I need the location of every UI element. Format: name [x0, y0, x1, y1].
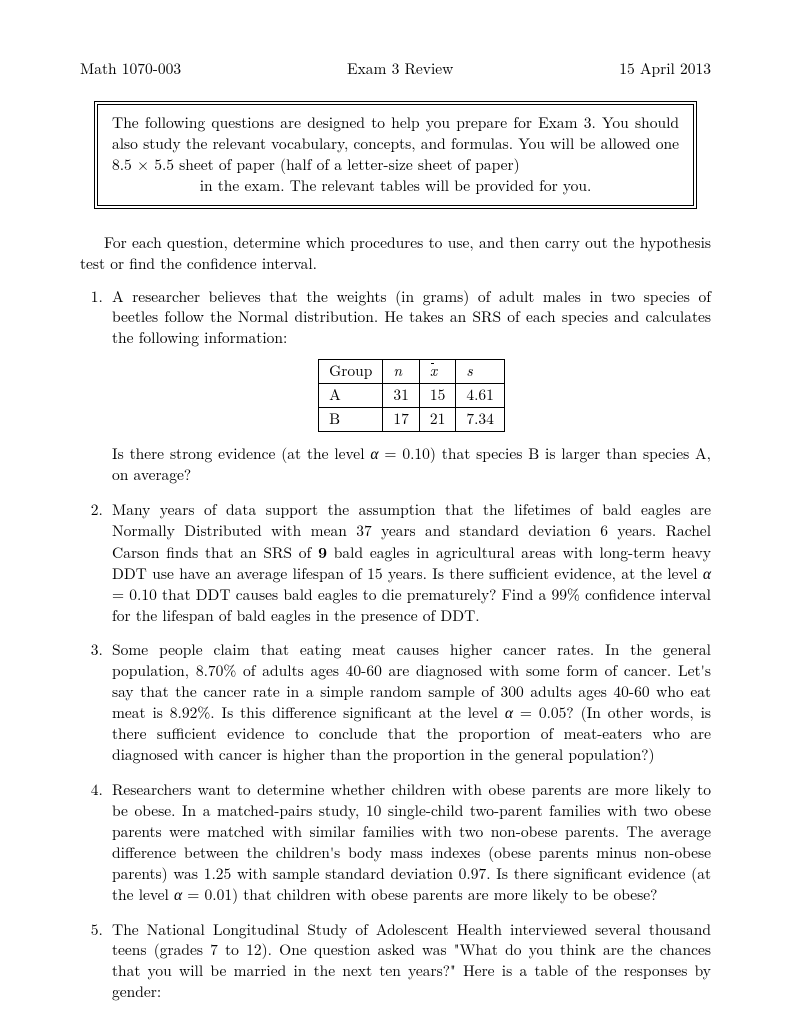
- q5-text: The National Longitudinal Study of Adole…: [112, 919, 711, 1003]
- td: 17: [383, 408, 420, 432]
- td: 31: [383, 384, 420, 408]
- q1-pre: A researcher believes that the weights (…: [112, 286, 711, 349]
- alpha-symbol: α: [703, 563, 711, 584]
- question-list: A researcher believes that the weights (…: [80, 287, 711, 1004]
- intro-paragraph: For each question, determine which proce…: [80, 233, 711, 275]
- header-right: 15 April 2013: [619, 58, 711, 79]
- instruction-box-outer: The following questions are designed to …: [94, 101, 697, 209]
- table-row: B 17 21 7.34: [319, 408, 505, 432]
- header-left: Math 1070-003: [80, 58, 181, 79]
- question-4: Researchers want to determine whether ch…: [108, 780, 711, 906]
- question-5: The National Longitudinal Study of Adole…: [108, 920, 711, 1004]
- question-1: A researcher believes that the weights (…: [108, 287, 711, 486]
- td: 21: [419, 408, 456, 432]
- td: 7.34: [456, 408, 505, 432]
- td: A: [319, 384, 383, 408]
- alpha-symbol: α: [370, 443, 378, 464]
- q1-table: Group n x s A 31 15 4.61 B 17 21 7.34: [318, 359, 505, 432]
- header-center: Exam 3 Review: [347, 58, 453, 79]
- th-n: n: [383, 360, 420, 384]
- page: Math 1070-003 Exam 3 Review 15 April 201…: [0, 0, 791, 1024]
- td: 15: [419, 384, 456, 408]
- q2-bold9: 9: [318, 540, 327, 563]
- th-xbar: x: [419, 360, 456, 384]
- question-3: Some people claim that eating meat cause…: [108, 640, 711, 766]
- q2-c: = 0.10 that DDT causes bald eagles to di…: [112, 584, 711, 626]
- table-header-row: Group n x s: [319, 360, 505, 384]
- td: B: [319, 408, 383, 432]
- table-row: A 31 15 4.61: [319, 384, 505, 408]
- q1-post-a: Is there strong evidence (at the level: [112, 443, 370, 464]
- td: 4.61: [456, 384, 505, 408]
- th-group: Group: [319, 360, 383, 384]
- question-2: Many years of data support the assumptio…: [108, 500, 711, 627]
- q4-b: = 0.01) that children with obese parents…: [182, 884, 657, 905]
- alpha-symbol: α: [174, 884, 182, 905]
- page-header: Math 1070-003 Exam 3 Review 15 April 201…: [80, 58, 711, 79]
- instruction-box: The following questions are designed to …: [97, 104, 694, 206]
- th-s: s: [456, 360, 505, 384]
- instruction-text-1: The following questions are designed to …: [112, 112, 679, 175]
- instruction-text-2: in the exam. The relevant tables will be…: [112, 176, 679, 197]
- alpha-symbol: α: [505, 702, 513, 723]
